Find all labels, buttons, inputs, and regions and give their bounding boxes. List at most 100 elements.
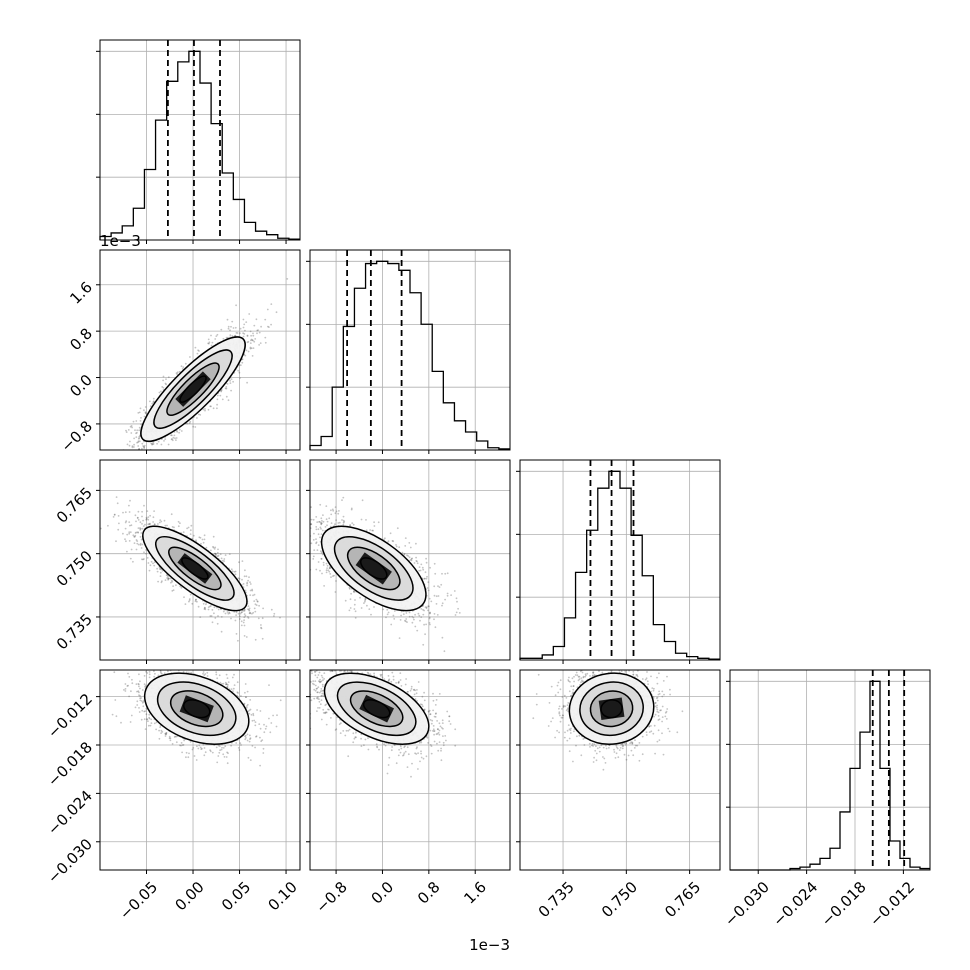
sample-point xyxy=(195,598,197,601)
sample-point xyxy=(226,611,229,613)
sample-point xyxy=(159,575,162,577)
sample-point xyxy=(244,589,247,592)
sample-point xyxy=(145,517,148,520)
sample-point xyxy=(216,622,219,625)
sample-point xyxy=(141,442,144,445)
sample-point xyxy=(162,386,165,389)
sample-point xyxy=(270,303,273,305)
sample-point xyxy=(145,516,148,519)
sample-point xyxy=(205,603,207,606)
sample-point xyxy=(117,515,120,517)
sample-point xyxy=(139,420,142,422)
sample-point xyxy=(252,611,255,614)
sample-point xyxy=(131,445,134,447)
sample-point xyxy=(213,612,215,615)
sample-point xyxy=(258,604,260,607)
density-layer xyxy=(122,278,289,450)
sample-point xyxy=(129,499,131,502)
contour-line xyxy=(181,557,209,580)
sample-point xyxy=(264,341,267,344)
sample-point xyxy=(209,405,212,408)
sample-point xyxy=(171,526,174,528)
sample-point xyxy=(137,441,140,444)
sample-point xyxy=(128,511,131,513)
sample-point xyxy=(147,523,150,526)
sample-point xyxy=(134,532,137,534)
sample-point xyxy=(255,604,258,606)
sample-point xyxy=(211,621,214,624)
sample-point xyxy=(247,616,249,618)
sample-point xyxy=(167,577,170,580)
sample-point xyxy=(214,552,216,555)
sample-point xyxy=(197,349,200,352)
sample-point xyxy=(246,381,249,384)
sample-point xyxy=(144,412,147,415)
sample-point xyxy=(242,326,245,329)
sample-point xyxy=(160,443,163,446)
sample-point xyxy=(164,524,167,527)
sample-point xyxy=(253,324,256,327)
sample-point xyxy=(157,440,160,443)
sample-point xyxy=(215,553,217,556)
sample-point xyxy=(239,377,241,379)
sample-point xyxy=(137,543,140,546)
sample-point xyxy=(196,600,198,603)
sample-point xyxy=(186,527,189,530)
sample-point xyxy=(192,425,195,428)
sample-point xyxy=(138,435,141,438)
sample-point xyxy=(250,338,253,341)
sample-point xyxy=(144,406,147,408)
sample-point xyxy=(132,420,135,423)
sample-point xyxy=(118,522,120,525)
histogram-step-p0 xyxy=(99,50,300,240)
sample-point xyxy=(203,534,206,537)
sample-point xyxy=(139,527,142,530)
sample-point xyxy=(244,614,247,617)
sample-point xyxy=(249,611,252,614)
sample-point xyxy=(138,429,141,432)
sample-point xyxy=(249,583,252,585)
sample-point xyxy=(231,335,234,337)
sample-point xyxy=(165,383,168,386)
sample-point xyxy=(209,615,212,617)
sample-point xyxy=(137,445,140,447)
sample-point xyxy=(134,534,137,537)
sample-point xyxy=(231,320,234,323)
sample-point xyxy=(230,568,233,571)
sample-point xyxy=(140,538,143,541)
sample-point xyxy=(135,436,138,438)
sample-point xyxy=(225,387,228,390)
sample-point xyxy=(116,502,119,505)
sample-point xyxy=(228,611,231,614)
sample-point xyxy=(133,437,136,440)
sample-point xyxy=(160,390,162,393)
sample-point xyxy=(212,546,215,549)
sample-point xyxy=(171,590,174,592)
sample-point xyxy=(156,570,159,573)
histogram-panel-p1 xyxy=(306,249,511,454)
sample-point xyxy=(247,350,250,353)
sample-point xyxy=(124,527,127,530)
contour-line xyxy=(155,536,235,601)
sample-point xyxy=(115,496,118,498)
sample-point xyxy=(189,356,191,358)
sample-point xyxy=(194,600,197,603)
sample-point xyxy=(139,521,142,524)
sample-point xyxy=(161,569,164,572)
sample-point xyxy=(246,581,249,584)
sample-point xyxy=(201,538,204,541)
sample-point xyxy=(238,615,241,618)
sample-point xyxy=(147,516,150,518)
sample-point xyxy=(216,407,218,410)
sample-point xyxy=(162,375,165,378)
sample-point xyxy=(137,531,139,533)
sample-point xyxy=(238,371,241,374)
sample-point xyxy=(178,431,181,434)
sample-point xyxy=(247,617,250,619)
sample-point xyxy=(132,560,134,563)
sample-point xyxy=(223,560,226,562)
sample-point xyxy=(241,560,244,562)
sample-point xyxy=(188,600,190,603)
sample-point xyxy=(173,434,176,437)
sample-point xyxy=(139,407,142,410)
